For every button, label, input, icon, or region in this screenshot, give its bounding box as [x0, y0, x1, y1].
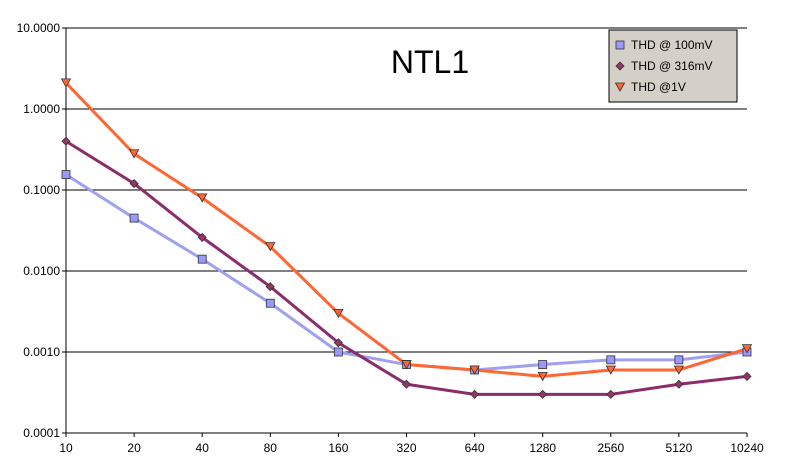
- x-axis: 10 20 40 80 160 320 640 1280 2560 5120 10240: [59, 432, 764, 455]
- data-point-series-2: [197, 232, 207, 242]
- series-line-3: [64, 81, 748, 378]
- data-point-series-2: [742, 371, 752, 381]
- data-point-series-2: [61, 136, 71, 146]
- x-tick-label: 10240: [730, 441, 764, 455]
- y-tick-label: 0.1000: [23, 183, 60, 197]
- data-point-series-3: [60, 78, 72, 88]
- legend-marker: [614, 82, 626, 92]
- x-tick-label: 5120: [666, 441, 693, 455]
- series-markers: [60, 78, 753, 399]
- legend-marker: [615, 40, 625, 50]
- data-point-series-3: [741, 344, 753, 354]
- y-tick-label: 10.0000: [17, 21, 61, 35]
- x-tick-label: 10: [59, 441, 73, 455]
- x-tick-label: 160: [328, 441, 348, 455]
- legend-label: THD @1V: [631, 80, 686, 94]
- data-point-series-3: [197, 193, 208, 203]
- data-point-series-3: [673, 365, 685, 375]
- data-point-series-1: [333, 347, 343, 357]
- x-tick-label: 40: [196, 441, 210, 455]
- data-point-series-1: [61, 170, 71, 179]
- x-tick-label: 640: [465, 441, 485, 455]
- data-point-series-3: [605, 365, 616, 375]
- data-point-series-2: [538, 389, 548, 399]
- series-line-2: [65, 139, 748, 396]
- data-point-series-2: [129, 179, 139, 189]
- legend-marker: [615, 61, 625, 71]
- data-point-series-1: [538, 360, 548, 369]
- legend: THD @ 100mV THD @ 316mV THD @1V: [608, 29, 738, 103]
- legend-box: [608, 29, 738, 103]
- x-tick-label: 20: [127, 441, 141, 455]
- data-point-series-3: [265, 242, 276, 252]
- series-line-1: [65, 173, 748, 372]
- y-tick-label: 1.0000: [23, 102, 60, 116]
- data-point-series-1: [129, 213, 139, 223]
- chart-title: NTL1: [391, 44, 469, 80]
- data-point-series-3: [537, 371, 548, 382]
- data-point-series-2: [401, 379, 412, 389]
- data-point-series-2: [333, 338, 343, 348]
- data-point-series-1: [674, 355, 684, 365]
- legend-label: THD @ 100mV: [631, 38, 713, 52]
- data-point-series-2: [470, 389, 480, 399]
- data-point-series-1: [606, 355, 616, 365]
- data-point-series-1: [265, 298, 275, 308]
- x-tick-label: 320: [396, 441, 416, 455]
- data-point-series-3: [401, 360, 412, 370]
- data-point-series-3: [333, 308, 344, 319]
- series-lines: [64, 81, 748, 396]
- y-axis: 10.0000 1.0000 0.1000 0.0100 0.0010 0.0001: [17, 21, 67, 440]
- data-point-series-1: [197, 254, 207, 264]
- x-tick-label: 2560: [597, 441, 624, 455]
- data-point-series-3: [128, 149, 140, 159]
- data-point-series-2: [606, 389, 616, 399]
- data-point-series-2: [265, 282, 275, 292]
- legend-label: THD @ 316mV: [631, 59, 713, 73]
- x-tick-label: 1280: [529, 441, 556, 455]
- data-point-series-3: [469, 365, 480, 375]
- x-tick-label: 80: [264, 441, 278, 455]
- y-tick-label: 0.0001: [23, 426, 60, 440]
- y-tick-label: 0.0010: [23, 345, 60, 359]
- y-tick-label: 0.0100: [23, 264, 60, 278]
- data-point-series-2: [674, 379, 684, 389]
